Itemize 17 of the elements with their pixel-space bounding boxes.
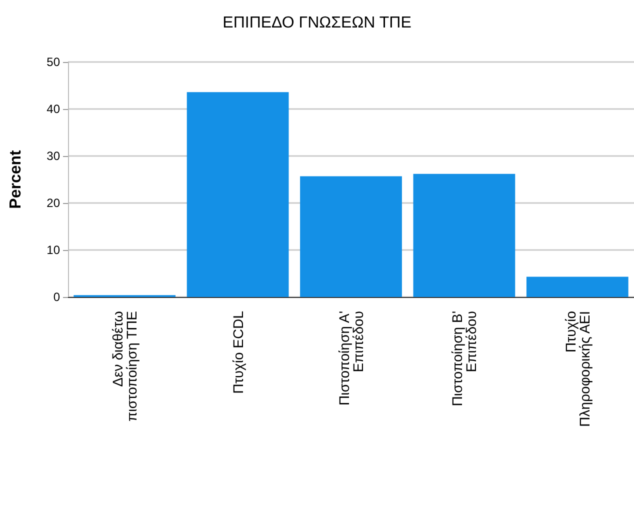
y-tick-label: 50 [46, 55, 60, 69]
y-axis-title: Percent [8, 149, 24, 209]
x-tick-label: Δεν διαθέτω πιστοποίηση ΤΠΕ [110, 310, 140, 422]
bar [413, 174, 516, 297]
y-tick-label: 0 [53, 290, 60, 304]
y-tick-label: 40 [46, 102, 60, 116]
y-tick-label: 20 [46, 196, 60, 210]
bar [300, 176, 402, 297]
bar [526, 276, 628, 297]
chart-title: ΕΠΙΠΕΔΟ ΓΝΩΣΕΩΝ ΤΠΕ [222, 14, 412, 32]
y-tick-label: 30 [46, 149, 60, 163]
x-tick-label: Πτυχίο ECDL [230, 310, 246, 394]
bar [186, 92, 289, 297]
x-tick-label: Πιστοποίηση Β' Επιπέδου [449, 311, 480, 406]
x-tick-label: Πιστοποίηση Α' Επιπέδου [336, 311, 366, 406]
x-tick-label: Πτυχίο Πληροφορικής ΑΕΙ [562, 310, 592, 427]
y-tick-label: 10 [46, 243, 60, 257]
